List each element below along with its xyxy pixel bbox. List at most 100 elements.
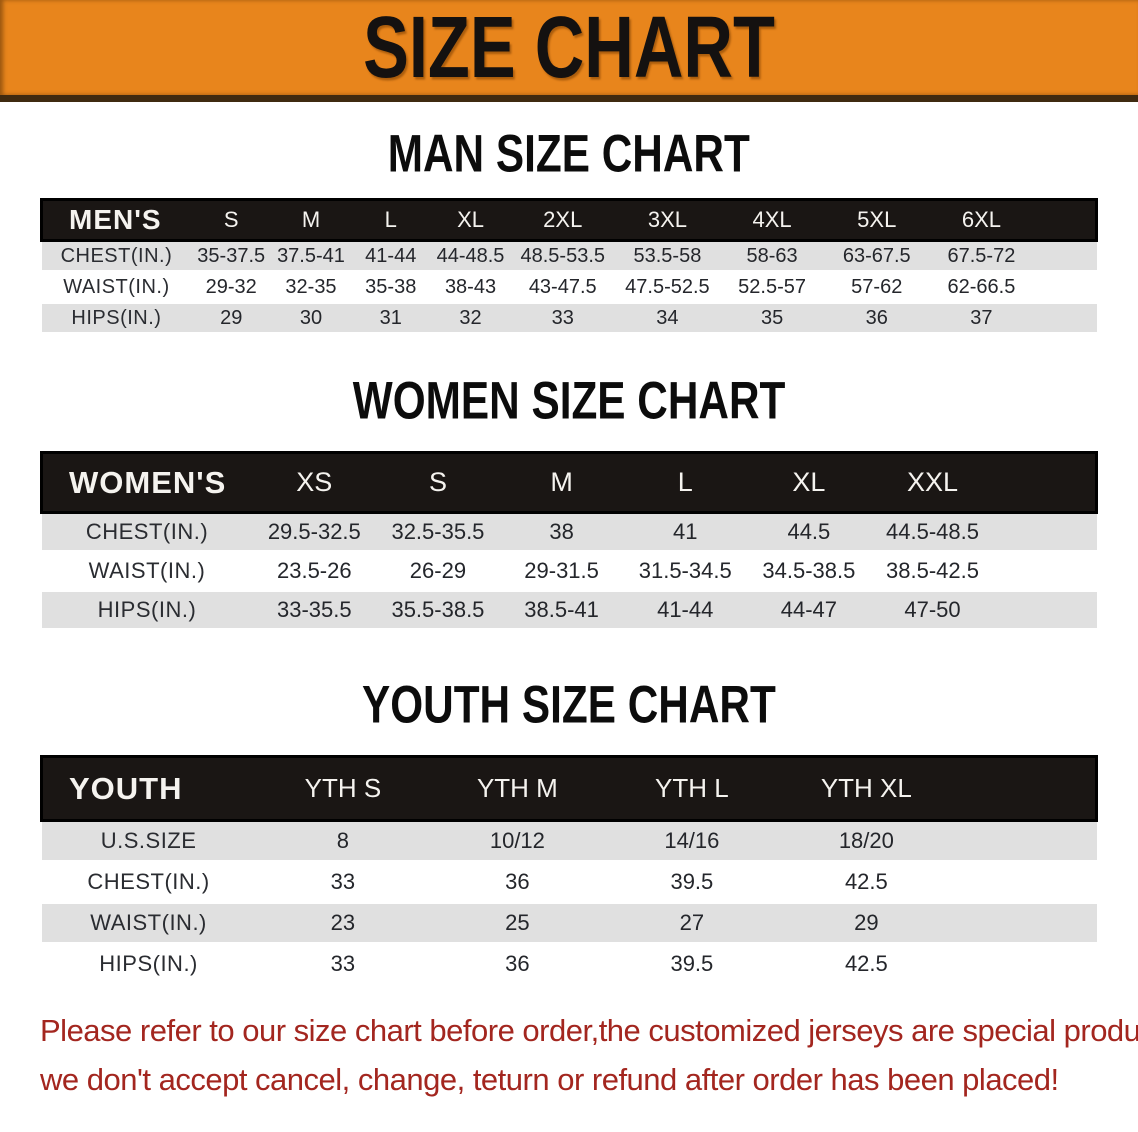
row-label: HIPS(IN.) [97, 597, 197, 622]
row-label: HIPS(IN.) [71, 306, 162, 329]
measurement-row: WAIST(IN.) 29-32 32-35 35-38 38-43 43-47.5 47.… [41, 271, 1097, 303]
size-column-header: XL [457, 207, 484, 232]
size-column-header: S [223, 207, 239, 232]
youth-size-table: YOUTH YTH S YTH M YTH L YTH XL U.S.SIZE 8 10/12… [40, 755, 1098, 986]
size-header-row: WOMEN'S XS S M L XL XXL [41, 452, 1097, 513]
row-label: CHEST(IN.) [85, 519, 209, 544]
men-section-heading: MAN SIZE CHART [0, 123, 1138, 183]
measurement-value: 39.5 [670, 869, 714, 894]
measurement-value: 62-66.5 [947, 275, 1016, 298]
size-column-header: YTH M [476, 773, 558, 803]
measurement-value: 33-35.5 [276, 597, 352, 622]
size-column-header: M [550, 467, 573, 497]
measurement-value: 38 [549, 519, 574, 544]
row-label: WAIST(IN.) [63, 275, 170, 298]
table-title: WOMEN'S [69, 464, 227, 500]
measurement-value: 36 [865, 306, 888, 329]
measurement-value: 29-31.5 [524, 558, 599, 583]
women-section-heading-text: WOMEN SIZE CHART [352, 370, 786, 430]
size-column-header: YTH S [304, 773, 382, 803]
measurement-value: 31 [379, 306, 402, 329]
measurement-value: 35-38 [365, 275, 417, 298]
table-title: YOUTH [69, 770, 183, 806]
measurement-value: 63-67.5 [842, 244, 911, 267]
measurement-row: WAIST(IN.) 23 25 27 29 [41, 902, 1097, 944]
measurement-value: 47-50 [904, 597, 961, 622]
section-men: MAN SIZE CHART MEN'S S M L XL 2XL 3XL 4XL 5XL 6XL… [0, 123, 1138, 335]
measurement-value: 53.5-58 [633, 244, 702, 267]
size-column-header: YTH XL [820, 773, 912, 803]
size-column-header: L [384, 207, 397, 232]
measurement-value: 43-47.5 [528, 275, 597, 298]
size-column-header: L [677, 467, 693, 497]
women-section-heading: WOMEN SIZE CHART [0, 370, 1138, 430]
measurement-row: U.S.SIZE 8 10/12 14/16 18/20 [41, 820, 1097, 862]
measurement-value: 38.5-42.5 [886, 558, 979, 583]
measurement-value: 47.5-52.5 [625, 275, 710, 298]
measurement-value: 44.5-48.5 [886, 519, 979, 544]
row-label: CHEST(IN.) [87, 869, 210, 894]
measurement-value: 32.5-35.5 [391, 519, 485, 544]
measurement-value: 32 [459, 306, 482, 329]
disclaimer-line-1: Please refer to our size chart before or… [40, 1013, 1138, 1048]
measurement-value: 37.5-41 [277, 244, 345, 267]
men-size-table: MEN'S S M L XL 2XL 3XL 4XL 5XL 6XL CHEST(IN.) 35-37… [40, 198, 1098, 335]
measurement-value: 32-35 [285, 275, 337, 298]
row-spacer [1034, 303, 1097, 334]
size-column-header: 5XL [857, 207, 897, 232]
size-header-row: YOUTH YTH S YTH M YTH L YTH XL [41, 756, 1097, 821]
row-spacer [994, 513, 1096, 552]
size-column-header: XL [792, 467, 826, 497]
size-header-row: MEN'S S M L XL 2XL 3XL 4XL 5XL 6XL [41, 199, 1097, 241]
size-chart-page: SIZE CHART MAN SIZE CHART MEN'S S M L XL 2XL 3… [0, 0, 1138, 1097]
measurement-value: 33 [330, 951, 356, 976]
measurement-row: CHEST(IN.) 35-37.5 37.5-41 41-44 44-48.5 48.5… [41, 240, 1097, 272]
measurement-value: 14/16 [664, 828, 720, 853]
measurement-value: 25 [505, 910, 530, 935]
size-column-header: 4XL [752, 207, 792, 232]
header-spacer [994, 453, 1096, 513]
measurement-value: 26-29 [409, 558, 467, 583]
row-spacer [954, 944, 1097, 985]
header-spacer [1034, 200, 1097, 241]
measurement-value: 44.5 [787, 519, 831, 544]
size-column-header: 3XL [647, 207, 687, 232]
measurement-row: CHEST(IN.) 33 36 39.5 42.5 [41, 861, 1097, 903]
measurement-value: 38-43 [444, 275, 497, 298]
measurement-value: 35.5-38.5 [391, 597, 485, 622]
row-label: U.S.SIZE [100, 828, 197, 853]
size-column-header: S [428, 467, 447, 497]
men-section-heading-text: MAN SIZE CHART [387, 123, 751, 183]
row-spacer [954, 862, 1097, 903]
measurement-row: WAIST(IN.) 23.5-26 26-29 29-31.5 31.5-34.5 34… [41, 551, 1097, 591]
measurement-value: 39.5 [670, 951, 714, 976]
measurement-value: 38.5-41 [524, 597, 599, 622]
measurement-value: 33 [551, 306, 574, 329]
measurement-value: 18/20 [838, 828, 894, 853]
row-spacer [954, 821, 1097, 862]
section-youth: YOUTH SIZE CHART YOUTH YTH S YTH M YTH L YTH… [0, 674, 1138, 986]
measurement-value: 27 [679, 910, 705, 935]
measurement-value: 29-32 [205, 275, 257, 298]
size-column-header: 6XL [961, 207, 1001, 232]
banner: SIZE CHART [0, 0, 1138, 102]
measurement-row: HIPS(IN.) 33-35.5 35.5-38.5 38.5-41 41-44 44-… [41, 590, 1097, 630]
measurement-value: 29 [220, 306, 243, 329]
measurement-value: 8 [336, 828, 350, 853]
measurement-value: 41-44 [657, 597, 714, 622]
row-label: HIPS(IN.) [99, 951, 198, 976]
measurement-value: 36 [505, 951, 530, 976]
measurement-value: 36 [505, 869, 530, 894]
size-column-header: M [301, 207, 321, 232]
row-label: CHEST(IN.) [60, 244, 173, 267]
measurement-value: 42.5 [844, 951, 888, 976]
measurement-value: 10/12 [489, 828, 545, 853]
measurement-value: 44-48.5 [436, 244, 505, 267]
row-spacer [994, 552, 1096, 591]
row-spacer [1034, 241, 1097, 272]
row-label: WAIST(IN.) [88, 558, 206, 583]
measurement-value: 31.5-34.5 [638, 558, 732, 583]
header-spacer [954, 757, 1097, 821]
measurement-value: 23 [330, 910, 356, 935]
measurement-value: 29 [854, 910, 879, 935]
